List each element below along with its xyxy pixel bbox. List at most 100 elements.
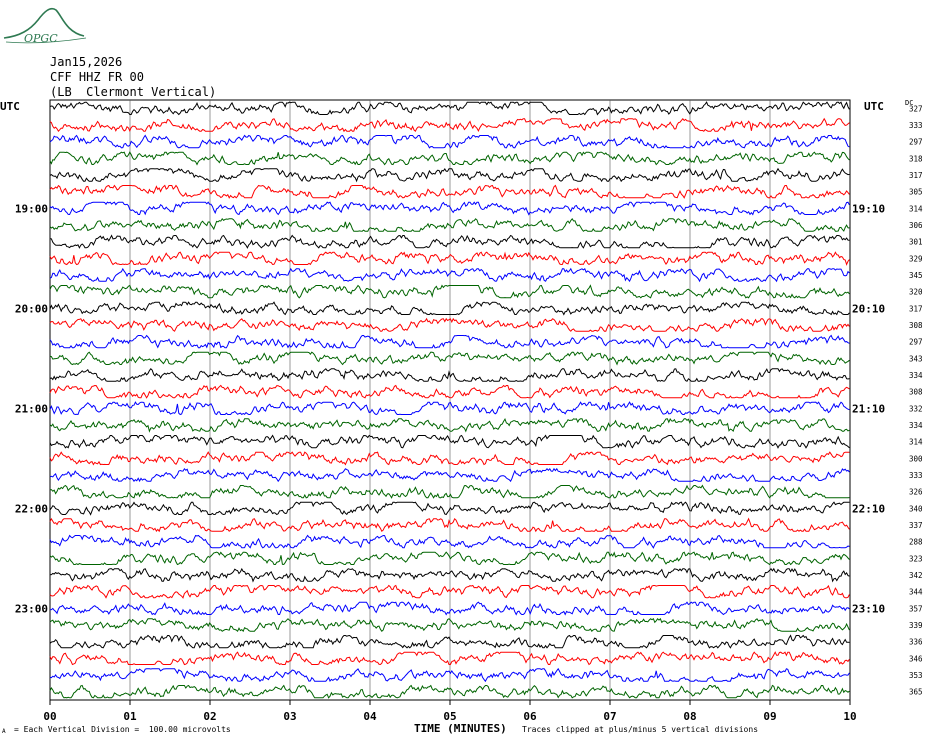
right-time-label: 23:10 [852,602,885,615]
trace-row-17 [49,384,850,399]
station-location: (LB Clermont Vertical) [50,85,217,99]
dc-offset-value: 333 [909,471,923,480]
dc-offset-value: 339 [909,621,923,630]
dc-offset-value: 297 [909,138,923,147]
right-time-label: 20:10 [852,302,885,315]
dc-offset-value: 329 [909,254,923,263]
trace-row-6 [49,201,850,216]
left-time-label: 20:00 [15,302,48,315]
trace-row-32 [49,634,850,649]
x-tick-label-04: 04 [363,710,377,723]
trace-row-11 [49,284,850,299]
dc-offset-value: 346 [909,654,923,663]
dc-offset-value: 314 [909,204,923,213]
plot-date: Jan15,2026 [50,55,123,69]
dc-offset-value: 288 [909,538,923,547]
x-tick-label-08: 08 [683,710,696,723]
trace-row-19 [49,417,850,433]
x-tick-label-03: 03 [283,710,296,723]
trace-row-29 [49,584,850,599]
trace-row-15 [49,351,850,366]
dc-offset-value: 317 [909,304,923,313]
seismic-traces [49,101,850,699]
logo-mountain [3,7,85,39]
dc-offset-value: 345 [909,271,923,280]
right-time-label: 21:10 [852,402,885,415]
corner-mark: A [2,728,6,735]
clip-note: Traces clipped at plus/minus 5 vertical … [522,725,759,734]
trace-row-18 [49,401,850,416]
dc-offset-value: 317 [909,171,923,180]
left-time-label: 21:00 [15,402,48,415]
plot-frame [49,99,851,701]
trace-row-25 [49,517,850,533]
trace-row-10 [49,267,850,283]
x-tick-label-02: 02 [203,710,216,723]
right-time-labels: 19:10 20:10 21:10 22:10 23:10 [852,202,885,615]
dc-offset-value: 344 [909,588,923,597]
dc-offset-value: 337 [909,521,923,530]
dc-offset-value: 357 [909,604,923,613]
dc-offset-value: 300 [909,454,923,463]
dc-offset-value: 301 [909,238,923,247]
trace-row-30 [49,601,850,616]
dc-offset-value: 323 [909,554,923,563]
right-time-label: 19:10 [852,202,885,215]
minute-gridlines [129,100,771,700]
trace-row-24 [49,501,850,516]
trace-row-31 [49,617,850,633]
x-axis-ticks: 00 01 02 03 04 05 06 07 08 09 10 [43,700,857,723]
left-time-label: 19:00 [15,202,48,215]
utc-label-left: UTC [0,100,20,113]
dc-offset-value: 297 [909,338,923,347]
dc-offset-value: 314 [909,438,923,447]
trace-row-5 [49,184,850,199]
trace-row-4 [49,167,850,183]
left-time-label: 23:00 [15,602,48,615]
dc-offset-value: 334 [909,421,923,430]
dc-offset-value: 343 [909,354,923,363]
x-tick-label-06: 06 [523,710,537,723]
dc-offset-value: 332 [909,404,923,413]
x-tick-label-07: 07 [603,710,616,723]
trace-row-9 [49,251,850,266]
dc-offset-value: 320 [909,288,923,297]
dc-offset-value: 365 [909,688,923,697]
trace-row-1 [49,117,850,133]
x-tick-label-01: 01 [123,710,137,723]
trace-row-27 [49,551,850,566]
trace-row-28 [49,567,850,583]
left-time-label: 22:00 [15,502,48,515]
scale-note: = Each Vertical Division = 100.00 microv… [14,725,231,734]
dc-offset-value: 326 [909,488,923,497]
trace-row-23 [49,484,850,499]
opgc-logo: OPGC [3,7,87,45]
trace-row-34 [49,667,850,683]
logo-swoosh [5,37,87,44]
trace-row-7 [49,217,850,232]
utc-label-right: UTC [864,100,884,113]
trace-row-2 [49,134,850,149]
left-time-labels: 19:00 20:00 21:00 22:00 23:00 [15,202,48,615]
dc-offset-labels: 3273332973183173053143063013293453203173… [909,104,923,696]
trace-row-16 [49,368,850,382]
dc-offset-value: 333 [909,121,923,130]
dc-offset-value: 334 [909,371,923,380]
dc-offset-value: 318 [909,154,923,163]
trace-row-21 [49,451,850,466]
trace-row-20 [49,434,850,449]
trace-row-26 [49,534,850,549]
trace-row-8 [49,234,850,249]
right-time-label: 22:10 [852,502,885,515]
x-axis-title: TIME (MINUTES) [414,722,507,735]
trace-row-12 [49,301,850,316]
trace-row-35 [49,684,850,699]
station-code: CFF HHZ FR 00 [50,70,144,84]
dc-offset-value: 353 [909,671,923,680]
x-tick-label-09: 09 [763,710,776,723]
dc-offset-value: 306 [909,221,923,230]
dc-offset-value: 336 [909,638,923,647]
dc-offset-value: 342 [909,571,923,580]
dc-header: DC [905,99,914,107]
